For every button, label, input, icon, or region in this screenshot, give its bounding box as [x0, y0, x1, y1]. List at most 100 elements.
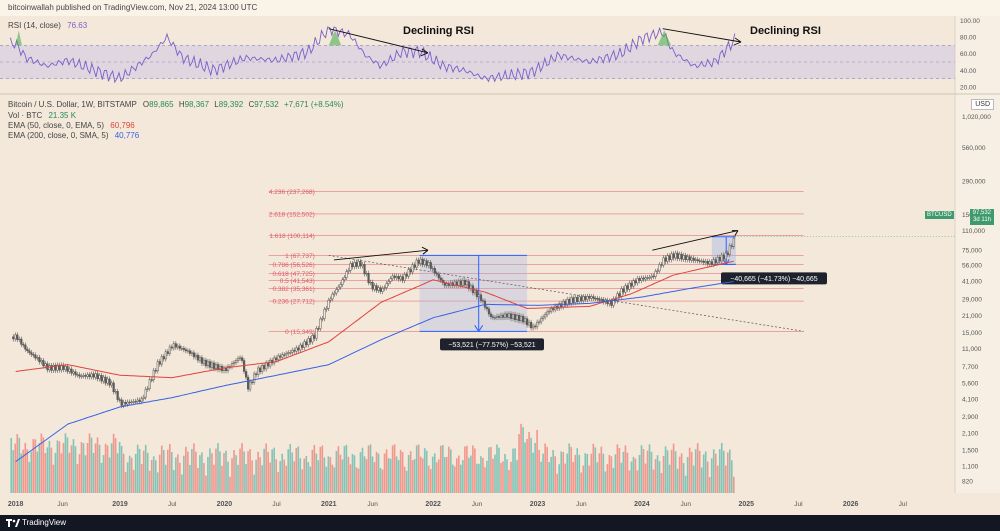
candle-body [190, 352, 194, 354]
candle-body [68, 368, 71, 372]
candle-body [688, 256, 691, 261]
candle-body [507, 313, 511, 318]
candle-body [44, 363, 47, 367]
candle-body [162, 356, 165, 360]
candle-body [668, 255, 671, 261]
volume-bar [349, 464, 352, 493]
candle-body [120, 399, 123, 406]
candle-body [212, 362, 216, 369]
volume-bar [166, 449, 169, 493]
x-tick-label: Jun [576, 501, 587, 508]
candle-body [636, 278, 639, 284]
volume-bar [383, 453, 386, 493]
volume-bar [508, 469, 510, 493]
candle-body [610, 300, 613, 306]
candle-body [580, 296, 583, 301]
candle-body [427, 262, 430, 266]
volume-bar [213, 464, 215, 493]
volume-bar [325, 466, 328, 493]
volume-bar [560, 451, 562, 493]
rsi-tick-label: 80.00 [960, 35, 977, 42]
volume-bar [251, 460, 253, 493]
candle-body [532, 325, 535, 329]
candle-body [168, 346, 171, 354]
candle-body [546, 311, 549, 315]
volume-bar [570, 447, 573, 493]
candle-body [513, 314, 517, 321]
candle-body [341, 279, 344, 285]
volume-bar [445, 456, 448, 493]
volume-bar [48, 440, 51, 493]
volume-bar [112, 433, 115, 493]
volume-bar [40, 433, 43, 493]
ticker-symbol: BTCUSD [925, 211, 954, 219]
candle-body [730, 245, 733, 247]
volume-bar [381, 469, 384, 493]
volume-bar [626, 452, 629, 493]
volume-bar [648, 444, 651, 493]
candle-body [489, 313, 493, 317]
candle-body [22, 344, 25, 346]
currency-selector[interactable]: USD [971, 99, 994, 110]
candle-body [387, 281, 390, 284]
candle-body [716, 257, 719, 264]
price-tick-label: 560,000 [962, 145, 986, 152]
volume-bar [405, 470, 408, 493]
volume-bar [542, 453, 544, 493]
volume-bar [126, 462, 129, 493]
candle-body [415, 259, 418, 268]
candle-body [112, 382, 115, 393]
rsi-arrowhead [420, 48, 429, 57]
volume-bar [295, 448, 298, 493]
volume-bar [520, 423, 522, 493]
candle-body [409, 269, 412, 273]
candle-body [323, 309, 326, 319]
candle-body [728, 245, 731, 255]
price-tick-label: 110,000 [962, 228, 985, 235]
candle-body [558, 303, 561, 309]
volume-bar [283, 459, 286, 493]
volume-bar [526, 438, 528, 493]
candle-body [321, 318, 324, 320]
candle-body [576, 296, 579, 302]
candle-body [371, 281, 374, 290]
candle-body [146, 388, 149, 390]
candle-body [54, 364, 57, 371]
volume-bar [530, 437, 532, 493]
volume-bar [28, 461, 31, 493]
price-tick-label: 15,000 [962, 330, 982, 337]
candle-body [391, 275, 394, 279]
candle-body [339, 284, 342, 288]
volume-bar [12, 450, 15, 493]
volume-bar [36, 451, 39, 493]
volume-bar [710, 458, 713, 493]
candle-body [200, 357, 204, 364]
volume-bar [714, 453, 717, 493]
volume-bar [636, 470, 639, 493]
volume-bar [104, 443, 107, 493]
volume-bar [243, 451, 245, 493]
candle-body [20, 338, 23, 345]
candle-body [620, 288, 623, 297]
volume-bar [728, 449, 731, 493]
candle-body [363, 264, 366, 275]
candle-body [12, 336, 15, 340]
candle-body [421, 258, 424, 265]
volume-bar [724, 465, 727, 493]
volume-bar [275, 459, 277, 493]
candle-body [381, 288, 384, 292]
volume-bar [700, 467, 703, 493]
footer-brand: TradingView [22, 518, 67, 527]
volume-bar [64, 433, 67, 493]
candle-body [694, 259, 697, 261]
volume-bar [672, 443, 675, 493]
volume-bar [86, 442, 89, 493]
candle-body [224, 367, 228, 371]
volume-bar [66, 437, 69, 493]
candle-body [700, 260, 703, 263]
rsi-trend-arrow [328, 28, 429, 54]
candle-body [263, 364, 266, 370]
volume-bar [22, 449, 25, 493]
candle-body [618, 293, 621, 297]
